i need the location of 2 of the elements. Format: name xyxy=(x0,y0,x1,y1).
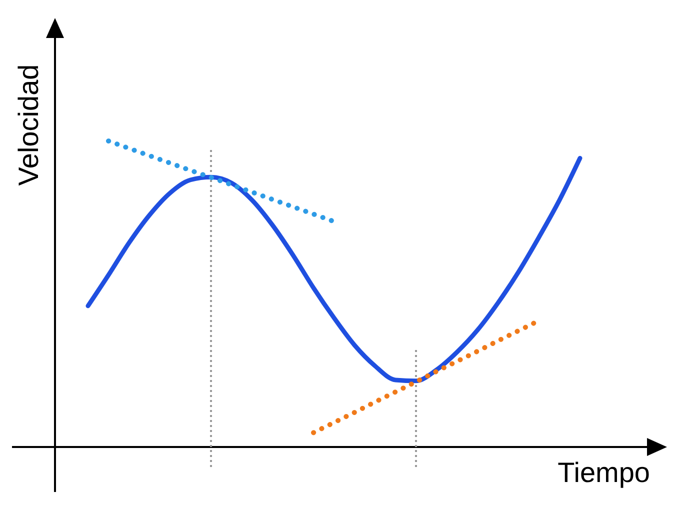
x-axis-title: Tiempo xyxy=(558,457,650,488)
y-axis-title: Velocidad xyxy=(13,64,44,186)
